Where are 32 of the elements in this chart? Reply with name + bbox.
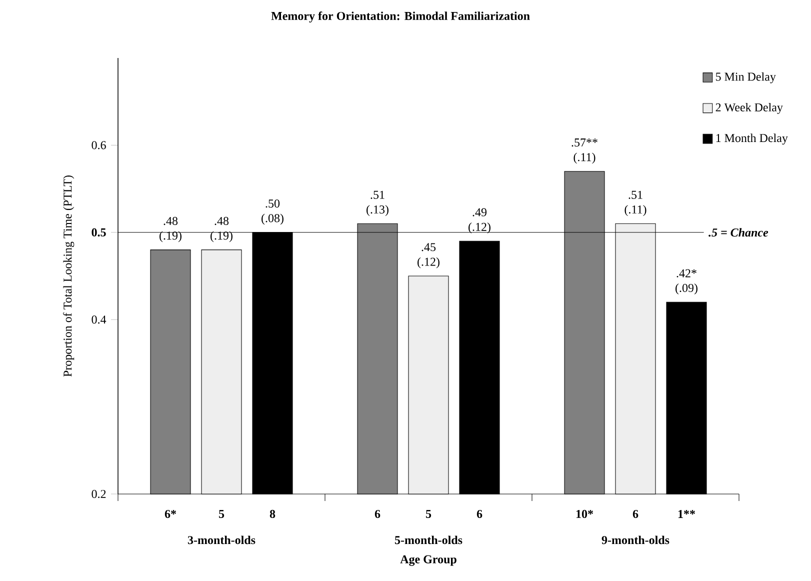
x-tick-label: 9-month-olds bbox=[602, 536, 670, 544]
data-label: .48 (.19) bbox=[160, 216, 182, 242]
text: 6* bbox=[164, 510, 176, 518]
ref-line-label: .5 = Chance bbox=[708, 228, 768, 237]
legend-label: 2 Week Delay bbox=[716, 102, 783, 114]
text: 5 bbox=[426, 510, 432, 518]
data-label: .51 (.11) bbox=[624, 190, 646, 216]
text: 6 bbox=[476, 510, 482, 518]
x-tick-label: 5-month-olds bbox=[394, 536, 462, 544]
y-tick-label: 0.4 bbox=[92, 316, 106, 324]
data-label: .45 (.12) bbox=[418, 243, 440, 268]
text: 5 bbox=[218, 510, 224, 518]
y-tick-label: 0.6 bbox=[92, 141, 106, 150]
text: 8 bbox=[270, 510, 276, 518]
data-label: .48 (.19) bbox=[210, 216, 232, 242]
text: 6 bbox=[374, 510, 380, 518]
text: 6 bbox=[632, 510, 638, 518]
data-label: .50 (.08) bbox=[262, 199, 284, 225]
text: 1** bbox=[678, 510, 695, 518]
data-label: .42* (.09) bbox=[676, 269, 698, 294]
data-label: .57** (.11) bbox=[572, 138, 598, 164]
x-tick-label: 3-month-olds bbox=[188, 536, 256, 544]
data-label: .49 (.12) bbox=[468, 208, 490, 234]
y-tick-label: 0.2 bbox=[92, 490, 106, 498]
y-axis-title: Proportion of Total Looking Time (PTLT) bbox=[63, 176, 74, 377]
x-axis-title: Age Group bbox=[400, 555, 456, 566]
chart-title: Memory for Orientation: Bimodal Familiarization bbox=[271, 11, 530, 23]
legend-label: 1 Month Delay bbox=[716, 134, 788, 145]
data-label: .51 (.13) bbox=[366, 190, 388, 216]
text: 10* bbox=[576, 510, 593, 518]
y-tick-label: 0.5 bbox=[92, 228, 106, 236]
legend-label: 5 Min Delay bbox=[716, 72, 776, 84]
